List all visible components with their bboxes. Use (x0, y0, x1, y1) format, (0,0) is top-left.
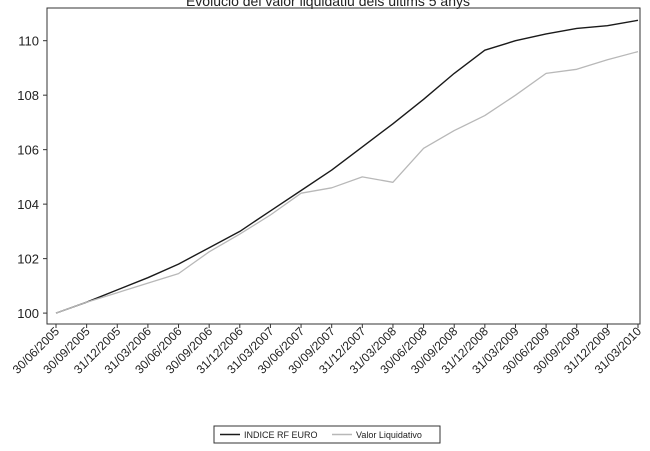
y-tick-label: 104 (17, 197, 39, 212)
series-layer (55, 19, 639, 314)
y-tick-label: 108 (17, 88, 39, 103)
chart-title: Evolució del valor liquidatiu dels últim… (186, 0, 470, 9)
axes: 10010210410610811030/06/200530/09/200531… (10, 7, 644, 377)
legend: INDICE RF EURO Valor Liquidativo (213, 425, 441, 444)
series-line-valor-liquidativo (55, 50, 639, 314)
legend-box (213, 425, 441, 444)
y-tick-label: 106 (17, 143, 39, 158)
y-tick-label: 100 (17, 306, 39, 321)
y-tick-label: 102 (17, 252, 39, 267)
legend-label: INDICE RF EURO (244, 430, 318, 440)
series-line-indice-rf-euro (55, 19, 639, 314)
y-tick-label: 110 (18, 34, 39, 49)
legend-label: Valor Liquidativo (356, 430, 422, 440)
plot-frame (46, 7, 641, 325)
